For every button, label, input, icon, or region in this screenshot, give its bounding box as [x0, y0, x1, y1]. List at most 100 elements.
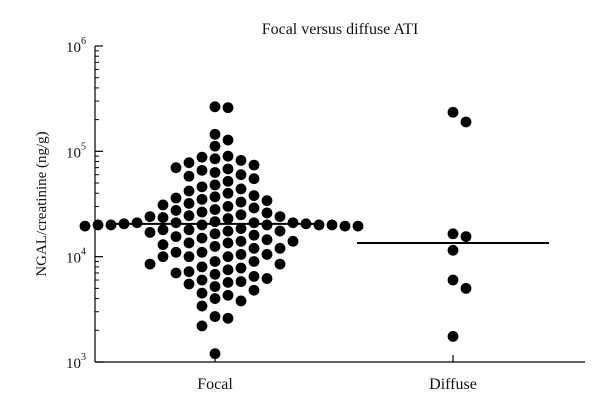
- data-point: [183, 251, 195, 263]
- data-point: [222, 150, 234, 162]
- median-lines: [107, 222, 549, 244]
- data-point: [157, 251, 169, 263]
- data-point: [261, 219, 273, 231]
- x-category-label: Focal: [197, 376, 233, 393]
- data-point: [222, 187, 234, 199]
- data-point: [248, 202, 260, 214]
- data-point: [183, 237, 195, 249]
- data-point: [183, 170, 195, 182]
- data-point: [460, 231, 472, 243]
- data-point: [170, 267, 182, 279]
- data-point: [170, 192, 182, 204]
- y-axis-ticks: [95, 45, 103, 363]
- data-point: [196, 300, 208, 312]
- data-point: [157, 224, 169, 236]
- data-point: [248, 270, 260, 282]
- data-point: [222, 134, 234, 146]
- data-point: [274, 211, 286, 223]
- data-point: [274, 258, 286, 270]
- data-point: [235, 276, 247, 287]
- data-point: [209, 268, 221, 280]
- data-point: [209, 101, 221, 113]
- data-point: [222, 213, 234, 224]
- data-point: [209, 256, 221, 267]
- y-tick-label: 106: [66, 36, 86, 56]
- data-point: [209, 348, 221, 360]
- data-point: [447, 228, 459, 240]
- data-point: [235, 169, 247, 181]
- data-point: [274, 242, 286, 254]
- data-point: [248, 284, 260, 296]
- y-tick-label: 103: [66, 352, 86, 372]
- data-point: [261, 195, 273, 207]
- data-point: [447, 244, 459, 256]
- data-point: [131, 217, 143, 229]
- data-point: [196, 193, 208, 205]
- data-point: [222, 289, 234, 301]
- data-point: [447, 331, 459, 342]
- y-tick-label: 104: [66, 247, 86, 267]
- data-point: [248, 159, 260, 171]
- data-point: [196, 219, 208, 231]
- data-point: [222, 163, 234, 175]
- data-point: [222, 237, 234, 249]
- data-point: [209, 281, 221, 292]
- data-point: [248, 173, 260, 185]
- data-point: [447, 106, 459, 118]
- data-point: [209, 191, 221, 203]
- data-point: [222, 276, 234, 288]
- data-point: [183, 198, 195, 209]
- data-point: [183, 224, 195, 236]
- data-point: [261, 207, 273, 219]
- data-point: [209, 204, 221, 215]
- data-point: [235, 262, 247, 274]
- x-axis-category-labels: Focal Diffuse: [197, 355, 477, 393]
- data-point: [339, 220, 351, 232]
- data-point: [274, 225, 286, 237]
- plot-frame: [94, 46, 585, 363]
- data-point: [209, 293, 221, 304]
- data-point: [209, 167, 221, 178]
- data-point: [170, 162, 182, 174]
- data-point: [183, 185, 195, 197]
- data-point: [222, 312, 234, 324]
- data-point: [209, 179, 221, 191]
- data-point: [196, 206, 208, 218]
- data-point: [196, 246, 208, 258]
- data-point: [222, 251, 234, 263]
- data-point: [144, 226, 156, 238]
- data-point: [352, 220, 364, 232]
- data-point: [105, 219, 117, 231]
- data-point: [183, 278, 195, 290]
- data-point: [248, 190, 260, 201]
- data-point: [261, 273, 273, 284]
- data-point: [196, 287, 208, 299]
- data-point: [248, 229, 260, 241]
- data-point: [261, 234, 273, 246]
- data-point: [170, 231, 182, 243]
- data-point: [248, 217, 260, 229]
- data-point: [326, 219, 338, 231]
- data-point: [235, 183, 247, 195]
- data-point: [235, 295, 247, 307]
- data-points: [79, 101, 472, 360]
- data-point: [196, 151, 208, 163]
- data-point: [170, 204, 182, 216]
- data-point: [235, 223, 247, 234]
- data-point: [235, 235, 247, 247]
- data-point: [235, 155, 247, 166]
- y-axis-tick-labels: 103 104 105 106: [66, 36, 86, 372]
- data-point: [287, 217, 299, 229]
- data-point: [170, 246, 182, 258]
- data-point: [183, 210, 195, 222]
- data-point: [196, 261, 208, 273]
- data-point: [261, 249, 273, 260]
- data-point: [196, 320, 208, 332]
- data-point: [222, 102, 234, 114]
- data-point: [313, 219, 325, 231]
- data-point: [79, 220, 91, 232]
- data-point: [209, 140, 221, 152]
- data-point: [196, 232, 208, 244]
- data-point: [209, 311, 221, 322]
